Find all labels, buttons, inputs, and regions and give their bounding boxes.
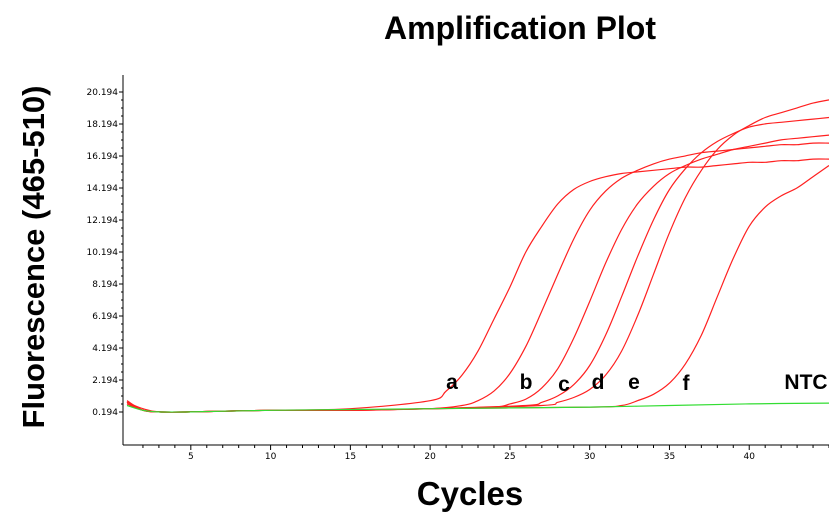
y-tick-label: 6.194 [92, 312, 118, 322]
series-line-a [126, 158, 829, 413]
curve-label-c: c [558, 373, 570, 396]
x-tick-label: 10 [265, 452, 277, 462]
series-line-c [126, 134, 829, 413]
x-axis-label: Cycles [416, 475, 524, 512]
x-tick-label: 35 [664, 452, 675, 462]
axes: 0.194 2.194 4.194 6.194 8.194 10.194 12.194 14.… [87, 75, 829, 462]
chart-title: Amplification Plot [384, 10, 656, 46]
curve-label-e: e [628, 371, 640, 394]
y-tick-label: 8.194 [92, 280, 118, 290]
series-line-e [126, 99, 829, 413]
y-tick-label: 10.194 [87, 248, 119, 258]
x-tick-label: 25 [504, 452, 515, 462]
series-line-ntc [126, 402, 829, 413]
series-layer [126, 99, 829, 413]
curve-label-ntc: NTC [784, 371, 827, 394]
x-tick-label: 5 [188, 452, 194, 462]
y-tick-label: 16.194 [87, 152, 119, 162]
x-tick-label: 40 [744, 452, 756, 462]
y-tick-label: 4.194 [92, 344, 118, 354]
x-tick-label: 15 [345, 452, 356, 462]
series-line-b [126, 142, 829, 413]
curve-label-d: d [592, 371, 605, 394]
y-tick-label: 14.194 [87, 184, 119, 194]
curve-label-f: f [683, 372, 691, 395]
y-tick-label: 2.194 [92, 376, 118, 386]
y-tick-label: 20.194 [87, 88, 119, 98]
x-tick-label: 20 [424, 452, 436, 462]
series-line-f [126, 165, 829, 413]
y-tick-label: 0.194 [92, 408, 118, 418]
series-line-d [126, 116, 829, 413]
curve-labels: a b c d e f NTC [446, 371, 827, 396]
y-tick-label: 12.194 [87, 216, 119, 226]
curve-label-b: b [520, 371, 533, 394]
x-tick-label: 30 [584, 452, 596, 462]
curve-label-a: a [446, 371, 458, 394]
y-tick-label: 18.194 [87, 120, 119, 130]
